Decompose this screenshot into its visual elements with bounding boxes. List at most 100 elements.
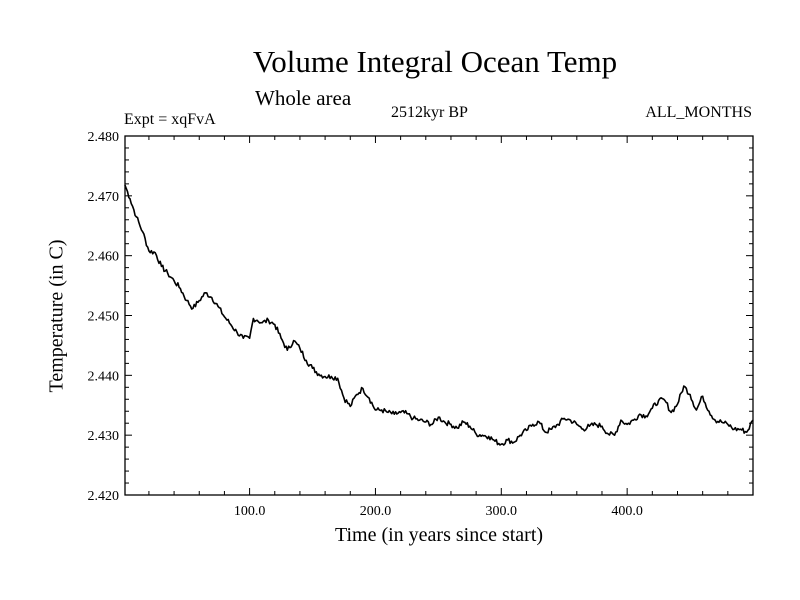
data-point (400, 411, 402, 414)
data-point (651, 407, 653, 409)
data-point (381, 409, 383, 411)
data-point (167, 273, 169, 275)
data-point (362, 387, 364, 390)
data-point (595, 423, 597, 425)
series-line (124, 184, 754, 446)
data-point (437, 416, 439, 418)
y-tick-label: 2.450 (88, 310, 120, 325)
axis-ticks: 2.420 2.430 2.440 2.450 2.460 2.470 2.480 100.0… (88, 130, 753, 519)
y-tick-label: 2.480 (88, 130, 120, 145)
data-point (374, 409, 377, 411)
data-point (198, 299, 200, 302)
chart-title: Volume Integral Ocean Temp (252, 44, 618, 79)
data-point (387, 411, 389, 414)
data-point (676, 403, 679, 405)
data-point (620, 419, 622, 421)
data-point (368, 397, 370, 399)
y-tick-label: 2.460 (88, 250, 120, 265)
data-point (406, 413, 408, 415)
data-point (418, 419, 421, 421)
data-point (412, 417, 414, 420)
data-point (588, 425, 590, 427)
data-point (752, 419, 754, 421)
data-point (211, 296, 213, 299)
data-point (645, 415, 647, 417)
data-point (720, 421, 723, 423)
data-point (242, 337, 244, 339)
data-point (532, 423, 534, 425)
data-point (349, 405, 351, 408)
data-point (613, 434, 616, 436)
data-marks (124, 184, 754, 446)
data-point (154, 252, 156, 254)
data-point (519, 434, 521, 436)
data-point (563, 417, 565, 420)
data-point (160, 265, 163, 268)
y-tick-label: 2.420 (88, 489, 120, 504)
data-point (544, 431, 546, 433)
data-point (142, 231, 144, 233)
data-point (343, 397, 345, 399)
data-point (462, 421, 465, 423)
period-label: 2512kyr BP (391, 104, 468, 121)
y-tick-label: 2.430 (88, 429, 120, 444)
data-point (702, 395, 704, 397)
data-point (186, 299, 188, 302)
data-point (355, 393, 358, 396)
data-point (569, 419, 572, 421)
data-point (538, 421, 540, 423)
data-point (475, 433, 477, 435)
data-point (286, 349, 288, 351)
data-point (173, 280, 175, 282)
data-point (513, 441, 515, 443)
data-point (393, 413, 395, 415)
data-point (129, 198, 131, 200)
data-point (525, 429, 528, 431)
data-point (425, 421, 427, 423)
data-point (576, 423, 578, 425)
data-point (256, 319, 258, 321)
data-point (481, 434, 484, 436)
data-point (695, 409, 697, 411)
data-point (299, 347, 301, 350)
data-point (551, 428, 553, 430)
data-point (500, 443, 502, 445)
experiment-label: Expt = xqFvA (124, 111, 216, 128)
chart-subtitle: Whole area (255, 86, 352, 110)
data-point (204, 292, 207, 294)
data-point (267, 319, 270, 321)
data-point (148, 250, 150, 252)
months-label: ALL_MONTHS (645, 104, 752, 121)
data-point (632, 419, 635, 421)
data-point (192, 307, 194, 309)
data-point (582, 428, 584, 430)
data-point (607, 433, 609, 435)
data-point (444, 421, 446, 423)
data-point (601, 425, 603, 427)
data-point (727, 423, 729, 425)
data-point (252, 317, 254, 320)
data-point (124, 184, 126, 186)
data-point (670, 411, 672, 414)
data-point (217, 305, 219, 308)
data-point (337, 377, 339, 379)
y-tick-label: 2.470 (88, 190, 120, 205)
data-point (450, 423, 452, 425)
data-point (236, 331, 238, 333)
data-point (324, 375, 326, 378)
x-tick-label: 100.0 (234, 504, 266, 519)
x-tick-label: 200.0 (360, 504, 392, 519)
data-point (223, 316, 226, 318)
data-point (506, 439, 509, 441)
data-point (280, 337, 282, 339)
data-point (746, 431, 748, 433)
data-point (456, 427, 458, 429)
x-tick-label: 400.0 (611, 504, 643, 519)
data-point (230, 323, 232, 326)
data-point (318, 373, 320, 375)
data-point (431, 423, 433, 425)
data-point (248, 337, 251, 339)
data-point (683, 385, 685, 387)
data-point (179, 287, 181, 290)
